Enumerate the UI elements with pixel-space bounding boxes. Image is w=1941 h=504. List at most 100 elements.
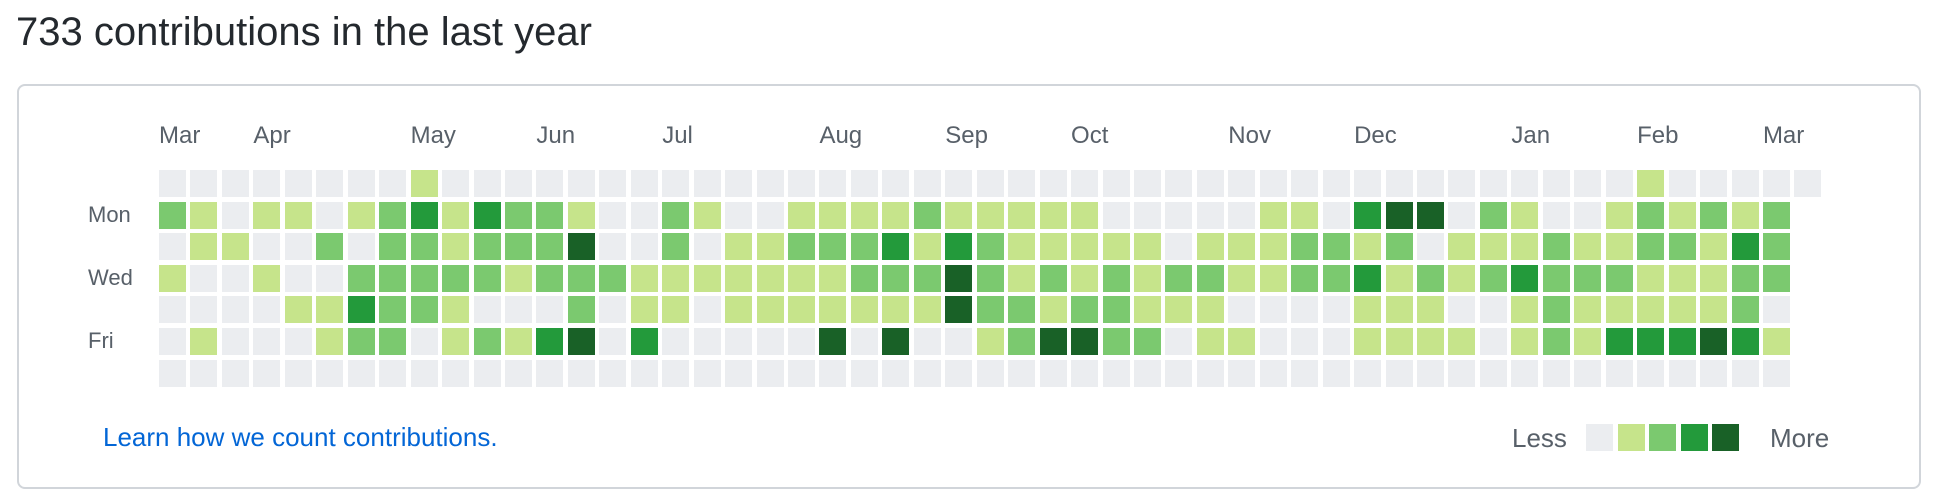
contribution-cell[interactable] — [756, 359, 784, 387]
contribution-cell[interactable] — [976, 264, 1004, 292]
contribution-cell[interactable] — [567, 264, 595, 292]
contribution-cell[interactable] — [536, 328, 564, 355]
contribution-cell[interactable] — [473, 359, 501, 387]
contribution-cell[interactable] — [1196, 201, 1224, 229]
contribution-cell[interactable] — [913, 359, 941, 387]
contribution-cell[interactable] — [284, 264, 312, 292]
contribution-cell[interactable] — [1008, 359, 1036, 387]
contribution-cell[interactable] — [347, 296, 375, 324]
contribution-cell[interactable] — [788, 233, 815, 261]
contribution-cell[interactable] — [1291, 233, 1319, 261]
contribution-cell[interactable] — [1668, 201, 1696, 229]
contribution-cell[interactable] — [1354, 233, 1382, 261]
contribution-cell[interactable] — [1762, 328, 1790, 355]
contribution-cell[interactable] — [1700, 170, 1728, 197]
contribution-cell[interactable] — [662, 264, 690, 292]
contribution-cell[interactable] — [1448, 328, 1476, 355]
contribution-cell[interactable] — [599, 233, 627, 261]
contribution-cell[interactable] — [1071, 296, 1099, 324]
contribution-cell[interactable] — [1039, 201, 1067, 229]
contribution-cell[interactable] — [347, 328, 375, 355]
contribution-cell[interactable] — [756, 201, 784, 229]
contribution-cell[interactable] — [1133, 233, 1161, 261]
contribution-cell[interactable] — [190, 264, 218, 292]
contribution-cell[interactable] — [976, 201, 1004, 229]
contribution-cell[interactable] — [850, 296, 878, 324]
contribution-cell[interactable] — [1102, 233, 1130, 261]
contribution-cell[interactable] — [1511, 328, 1539, 355]
contribution-cell[interactable] — [347, 170, 375, 197]
contribution-cell[interactable] — [1637, 296, 1665, 324]
contribution-cell[interactable] — [1511, 233, 1539, 261]
contribution-cell[interactable] — [284, 233, 312, 261]
contribution-cell[interactable] — [536, 359, 564, 387]
contribution-cell[interactable] — [1008, 233, 1036, 261]
contribution-cell[interactable] — [1542, 233, 1570, 261]
contribution-cell[interactable] — [347, 264, 375, 292]
contribution-cell[interactable] — [756, 296, 784, 324]
contribution-cell[interactable] — [442, 201, 470, 229]
contribution-cell[interactable] — [159, 359, 186, 387]
contribution-cell[interactable] — [819, 328, 847, 355]
contribution-cell[interactable] — [1668, 233, 1696, 261]
contribution-cell[interactable] — [221, 201, 249, 229]
contribution-cell[interactable] — [1417, 328, 1444, 355]
contribution-cell[interactable] — [1448, 170, 1476, 197]
contribution-cell[interactable] — [1731, 170, 1759, 197]
contribution-cell[interactable] — [410, 233, 438, 261]
contribution-cell[interactable] — [913, 201, 941, 229]
contribution-cell[interactable] — [1071, 233, 1099, 261]
contribution-cell[interactable] — [1700, 296, 1728, 324]
contribution-cell[interactable] — [1700, 264, 1728, 292]
contribution-cell[interactable] — [1574, 201, 1602, 229]
contribution-cell[interactable] — [379, 264, 407, 292]
contribution-cell[interactable] — [1700, 328, 1728, 355]
contribution-cell[interactable] — [693, 264, 721, 292]
learn-how-we-count-link[interactable]: Learn how we count contributions. — [103, 422, 498, 452]
contribution-cell[interactable] — [1417, 201, 1444, 229]
contribution-cell[interactable] — [190, 201, 218, 229]
contribution-cell[interactable] — [976, 328, 1004, 355]
contribution-cell[interactable] — [630, 328, 658, 355]
contribution-cell[interactable] — [1762, 359, 1790, 387]
contribution-cell[interactable] — [1637, 170, 1665, 197]
contribution-cell[interactable] — [630, 264, 658, 292]
contribution-cell[interactable] — [1071, 264, 1099, 292]
contribution-cell[interactable] — [347, 201, 375, 229]
contribution-cell[interactable] — [504, 264, 532, 292]
contribution-cell[interactable] — [1542, 201, 1570, 229]
contribution-cell[interactable] — [1228, 170, 1256, 197]
contribution-cell[interactable] — [725, 359, 753, 387]
contribution-cell[interactable] — [693, 359, 721, 387]
contribution-cell[interactable] — [1354, 296, 1382, 324]
contribution-cell[interactable] — [1762, 201, 1790, 229]
contribution-cell[interactable] — [379, 170, 407, 197]
contribution-cell[interactable] — [1417, 233, 1444, 261]
contribution-cell[interactable] — [599, 359, 627, 387]
contribution-cell[interactable] — [1762, 170, 1790, 197]
contribution-cell[interactable] — [1165, 359, 1193, 387]
contribution-cell[interactable] — [504, 233, 532, 261]
contribution-cell[interactable] — [1542, 296, 1570, 324]
contribution-cell[interactable] — [1385, 328, 1413, 355]
contribution-cell[interactable] — [725, 170, 753, 197]
contribution-cell[interactable] — [1039, 233, 1067, 261]
contribution-cell[interactable] — [1196, 233, 1224, 261]
contribution-cell[interactable] — [316, 233, 344, 261]
contribution-cell[interactable] — [221, 328, 249, 355]
contribution-cell[interactable] — [1322, 201, 1350, 229]
contribution-cell[interactable] — [693, 201, 721, 229]
contribution-cell[interactable] — [567, 201, 595, 229]
contribution-cell[interactable] — [1731, 264, 1759, 292]
contribution-cell[interactable] — [1542, 170, 1570, 197]
contribution-cell[interactable] — [1259, 328, 1287, 355]
contribution-cell[interactable] — [1511, 201, 1539, 229]
contribution-cell[interactable] — [693, 170, 721, 197]
contribution-cell[interactable] — [1291, 264, 1319, 292]
contribution-cell[interactable] — [662, 201, 690, 229]
contribution-cell[interactable] — [1322, 296, 1350, 324]
contribution-cell[interactable] — [1417, 170, 1444, 197]
contribution-cell[interactable] — [1479, 233, 1507, 261]
contribution-cell[interactable] — [662, 328, 690, 355]
contribution-cell[interactable] — [630, 296, 658, 324]
